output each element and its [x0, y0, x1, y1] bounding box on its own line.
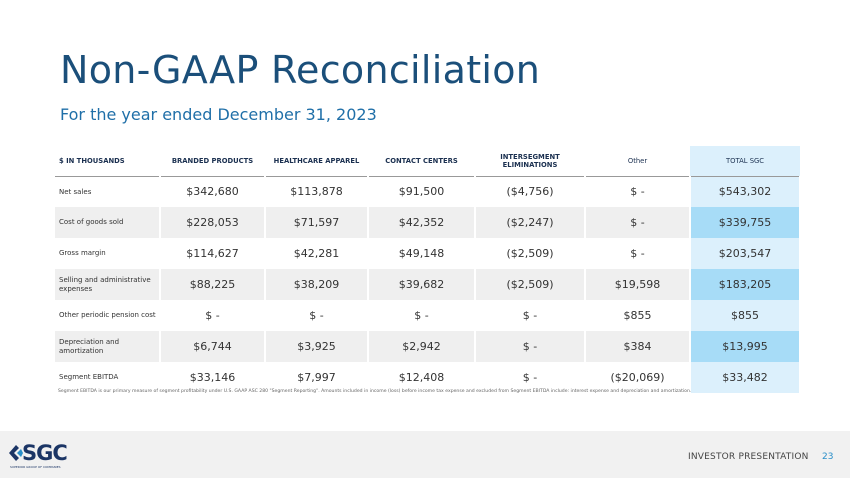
- table-row: Other periodic pension cost $ - $ - $ - $ - $…: [55, 300, 801, 331]
- table-cell: $42,281: [265, 238, 369, 269]
- table-row: Selling and administrative expenses $88,2…: [55, 269, 801, 300]
- page-subtitle: For the year ended December 31, 2023: [60, 105, 377, 124]
- page-title: Non-GAAP Reconciliation: [60, 48, 541, 92]
- row-label: Net sales: [55, 176, 161, 207]
- table-cell: $12,408: [368, 362, 476, 393]
- row-label: Gross margin: [55, 238, 161, 269]
- table-cell: $ -: [585, 176, 691, 207]
- table-cell: $ -: [585, 238, 691, 269]
- table-cell: $342,680: [160, 176, 266, 207]
- table-row: Cost of goods sold $228,053 $71,597 $42,352…: [55, 207, 801, 238]
- table-cell: $88,225: [160, 269, 266, 300]
- table-cell: $855: [690, 300, 801, 331]
- table-cell: $3,925: [265, 331, 369, 362]
- table-row: Depreciation and amortization $6,744 $3,92…: [55, 331, 801, 362]
- table-cell: $13,995: [690, 331, 801, 362]
- table-cell: $91,500: [368, 176, 476, 207]
- column-header: CONTACT CENTERS: [368, 146, 475, 177]
- table-header-row: $ IN THOUSANDS BRANDED PRODUCTS HEALTHCARE…: [55, 146, 800, 177]
- table-cell: $203,547: [690, 238, 801, 269]
- table-cell: ($2,247): [475, 207, 586, 238]
- table-cell: $ -: [265, 300, 369, 331]
- table-cell: $855: [585, 300, 691, 331]
- page-number: 23: [822, 452, 834, 462]
- table-cell: $339,755: [690, 207, 801, 238]
- column-header: TOTAL SGC: [690, 146, 800, 177]
- row-label: Other periodic pension cost: [55, 300, 161, 331]
- table-cell: ($4,756): [475, 176, 586, 207]
- table-cell: $33,146: [160, 362, 266, 393]
- table-cell: $49,148: [368, 238, 476, 269]
- table-cell: $38,209: [265, 269, 369, 300]
- column-header: $ IN THOUSANDS: [55, 146, 160, 177]
- column-header: BRANDED PRODUCTS: [160, 146, 265, 177]
- table-cell: ($2,509): [475, 269, 586, 300]
- table-cell: $ -: [475, 331, 586, 362]
- row-label: Cost of goods sold: [55, 207, 161, 238]
- table-cell: $543,302: [690, 176, 801, 207]
- table-cell: $113,878: [265, 176, 369, 207]
- table-cell: $7,997: [265, 362, 369, 393]
- table-cell: $6,744: [160, 331, 266, 362]
- table-cell: $39,682: [368, 269, 476, 300]
- row-label: Segment EBITDA: [55, 362, 161, 393]
- table-cell: $114,627: [160, 238, 266, 269]
- table-cell: $ -: [475, 362, 586, 393]
- table-cell: $ -: [368, 300, 476, 331]
- table-row: Segment EBITDA $33,146 $7,997 $12,408 $ - ($2…: [55, 362, 801, 393]
- table-cell: $ -: [475, 300, 586, 331]
- reconciliation-table: $ IN THOUSANDS BRANDED PRODUCTS HEALTHCARE…: [55, 146, 801, 393]
- table-row: Net sales $342,680 $113,878 $91,500 ($4,756)…: [55, 176, 801, 207]
- table-cell: $228,053: [160, 207, 266, 238]
- table-cell: $2,942: [368, 331, 476, 362]
- row-label: Depreciation and amortization: [55, 331, 161, 362]
- table-cell: $384: [585, 331, 691, 362]
- row-label: Selling and administrative expenses: [55, 269, 161, 300]
- footnote: Segment EBITDA is our primary measure of…: [58, 389, 692, 394]
- table-cell: ($20,069): [585, 362, 691, 393]
- table-cell: $42,352: [368, 207, 476, 238]
- table-row: Gross margin $114,627 $42,281 $49,148 ($2,50…: [55, 238, 801, 269]
- table-cell: $ -: [585, 207, 691, 238]
- table-cell: $33,482: [690, 362, 801, 393]
- table-cell: $71,597: [265, 207, 369, 238]
- column-header: Other: [585, 146, 690, 177]
- table-cell: $19,598: [585, 269, 691, 300]
- footer: SGC SUPERIOR GROUP OF COMPANIES INVESTOR…: [0, 431, 850, 478]
- table-cell: $ -: [160, 300, 266, 331]
- table-cell: ($2,509): [475, 238, 586, 269]
- footer-label: INVESTOR PRESENTATION: [688, 452, 809, 462]
- logo-mark-icon: [9, 445, 23, 461]
- table-cell: $183,205: [690, 269, 801, 300]
- column-header: HEALTHCARE APPAREL: [265, 146, 368, 177]
- column-header: INTERSEGMENT ELIMINATIONS: [475, 146, 585, 177]
